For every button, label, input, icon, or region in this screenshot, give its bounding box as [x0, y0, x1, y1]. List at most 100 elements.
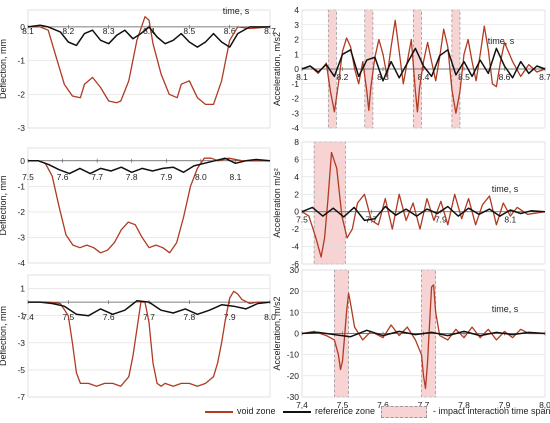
legend: void zone reference zone - impact intera…: [205, 404, 550, 420]
x-tick-label: 7.9: [160, 172, 172, 182]
legend-impact: - impact interaction time span: [381, 404, 550, 418]
series-reference-zone: [301, 329, 546, 338]
y-tick-label: 0: [20, 156, 25, 166]
y-tick-label: -3: [17, 338, 25, 348]
plot-area: [27, 147, 271, 264]
y-tick-label: 0: [20, 22, 25, 32]
x-tick-label: 8.0: [264, 312, 276, 322]
y-tick-label: 4: [294, 172, 299, 182]
y-tick-label: -10: [287, 350, 300, 360]
x-tick-label: 7,9: [499, 400, 511, 410]
x-tick-label: 7,6: [377, 400, 389, 410]
y-tick-label: 3: [294, 20, 299, 30]
series-void-zone: [28, 157, 270, 254]
series-void-zone: [301, 284, 545, 390]
y-tick-label: -5: [17, 365, 25, 375]
x-tick-label: 8,0: [539, 400, 550, 410]
legend-reference: reference zone: [283, 404, 375, 418]
x-tick-label: 8.1: [504, 215, 516, 225]
y-tick-label: 4: [294, 5, 299, 15]
x-tick-label: 8.1: [22, 26, 34, 36]
y-tick-label: -30: [287, 392, 300, 402]
y-tick-label: 20: [290, 286, 300, 296]
x-tick-label: 8.0: [195, 172, 207, 182]
series-reference-zone: [28, 157, 271, 175]
x-tick-label: 7.4: [22, 312, 34, 322]
x-tick-label: 8.4: [143, 26, 155, 36]
x-tick-label: 8.3: [103, 26, 115, 36]
y-tick-label: -3: [17, 123, 25, 133]
x-tick-label: 7.7: [143, 312, 155, 322]
y-axis-label: Acceleration, m/s2: [272, 32, 282, 106]
series-reference-zone: [28, 300, 271, 317]
x-tick-label: 7.9: [435, 215, 447, 225]
x-tick-label: 7.7: [91, 172, 103, 182]
y-tick-label: -1: [291, 79, 299, 89]
y-tick-label: -3: [17, 232, 25, 242]
x-tick-label: 8.5: [458, 72, 470, 82]
x-axis-label: time, s: [492, 304, 519, 314]
x-tick-label: 8.2: [62, 26, 74, 36]
series-reference-zone: [301, 47, 546, 82]
chart-panel-top-left: 0 -1 -2 -3 8.1 8.2 8.3 8.4 8.5 8.6 8.7 Deflection, …: [0, 6, 276, 133]
y-axis-label: Acceleration m/s²: [272, 168, 282, 238]
x-tick-label: 7.8: [183, 312, 195, 322]
y-tick-label: -4: [291, 123, 299, 133]
x-tick-label: 8.4: [418, 72, 430, 82]
y-tick-label: 1: [294, 49, 299, 59]
x-tick-label: 7,4: [296, 400, 308, 410]
chart-panel-bottom-left: 1-1-3-5-77.4 7.5 7.6 7.7 7.8 7.9 8.0Deflection…: [0, 274, 276, 402]
x-tick-label: 8.6: [499, 72, 511, 82]
series-reference-zone: [301, 205, 546, 222]
x-tick-label: 8.2: [337, 72, 349, 82]
y-tick-label: -3: [291, 108, 299, 118]
x-tick-label: 7,7: [418, 400, 430, 410]
y-tick-label: 0: [294, 64, 299, 74]
x-tick-label: 8.5: [183, 26, 195, 36]
y-tick-label: 1: [20, 284, 25, 294]
x-tick-label: 7.9: [224, 312, 236, 322]
y-axis-label: Deflection, mm: [0, 306, 8, 366]
y-tick-label: -1: [17, 56, 25, 66]
x-tick-label: 7,5: [337, 400, 349, 410]
chart-panel-bottom-right: 30 20 10 0 -10 -20 -307,4 7,5 7,6 7,7 7,8 7,9 8,0 Acc…: [272, 265, 550, 410]
series-reference-zone: [27, 24, 270, 48]
legend-reference-label: reference zone: [315, 406, 376, 416]
plot-area: [27, 274, 271, 398]
chart-panel-top-right: 4 3 2 1 0 -1 -2 -3 -4 8.1 8.2 8.3 8.4 8.5 8.6 8.7 Accele…: [272, 5, 550, 133]
x-tick-label: 8.6: [224, 26, 236, 36]
legend-void: void zone: [205, 404, 276, 418]
series-void-zone: [301, 151, 546, 258]
y-tick-label: -2: [291, 94, 299, 104]
y-tick-label: 2: [294, 189, 299, 199]
y-axis-label: Deflection, mm: [0, 39, 8, 99]
y-tick-label: 0: [294, 207, 299, 217]
x-tick-label: 8.7: [539, 72, 550, 82]
y-tick-label: 0: [294, 329, 299, 339]
x-tick-label: 8.3: [377, 72, 389, 82]
legend-impact-swatch: [381, 405, 427, 418]
legend-void-label: void zone: [237, 406, 276, 416]
x-axis-label: time, s: [492, 184, 519, 194]
y-tick-label: 30: [290, 265, 300, 275]
y-tick-label: -7: [17, 392, 25, 402]
y-tick-label: -4: [17, 258, 25, 268]
x-tick-label: 7.5: [296, 215, 308, 225]
y-axis-label: Deflection, mm: [0, 175, 8, 235]
y-tick-label: -2: [17, 207, 25, 217]
y-tick-label: 10: [290, 307, 300, 317]
y-tick-label: -20: [287, 371, 300, 381]
y-axis-label: Acceleration, m/s2: [272, 296, 282, 370]
x-axis-label: time, s: [223, 6, 250, 16]
x-tick-label: 8.7: [264, 26, 276, 36]
x-tick-label: 8.1: [296, 72, 308, 82]
x-tick-label: 7.6: [103, 312, 115, 322]
x-tick-label: 7,8: [458, 400, 470, 410]
y-tick-label: -1: [17, 181, 25, 191]
series-void-zone: [28, 16, 271, 106]
chart-panel-middle-left: 0 -1 -2 -3 -4 7.5 7.6 7.7 7.8 7.9 8.0 8.1 Deflection…: [0, 147, 271, 268]
legend-impact-label: - impact interaction time span: [433, 406, 550, 416]
series-void-zone: [301, 19, 546, 114]
